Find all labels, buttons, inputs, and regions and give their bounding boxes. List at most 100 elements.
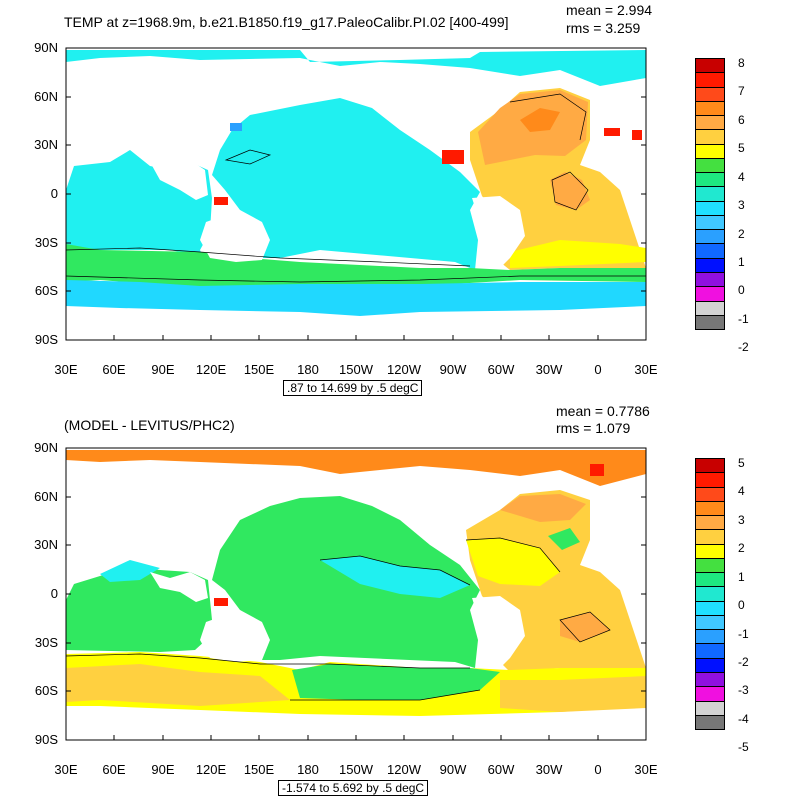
red-patch (604, 128, 620, 136)
colorbar-swatch (696, 601, 724, 616)
colorbar-swatch (696, 615, 724, 631)
lon-label: 150E (243, 362, 275, 377)
lat-label: 90N (34, 440, 58, 455)
lat-label: 30N (34, 537, 58, 552)
lon-label: 120W (387, 362, 421, 377)
colorbar-swatch (696, 558, 724, 574)
land-australia (200, 610, 270, 662)
lon-label: 120E (195, 362, 227, 377)
north-atlantic-deep (520, 108, 560, 132)
colorbar-label: 0 (738, 283, 745, 298)
colorbar-swatch (696, 59, 724, 74)
lat-label: 30S (34, 635, 58, 650)
colorbar-label: -2 (738, 340, 749, 355)
atlantic-orange (500, 494, 586, 522)
land-south-america (472, 596, 525, 668)
lon-label: 150W (339, 362, 373, 377)
southern-gold (66, 664, 290, 706)
colorbar-swatch (696, 658, 724, 673)
lon-label: 60W (487, 362, 515, 377)
colorbar-label: -3 (738, 683, 749, 698)
lon-label: 30W (535, 762, 563, 777)
x-ticks (65, 335, 599, 340)
lon-label: 90W (439, 762, 467, 777)
colorbar-label: -2 (738, 654, 749, 669)
lon-label: 180 (297, 762, 319, 777)
contour-line (319, 555, 471, 586)
red-patch (214, 598, 228, 606)
lon-label: 60W (487, 762, 515, 777)
colorbar-swatch (696, 587, 724, 602)
contour-line (559, 611, 611, 643)
colorbar-swatch (696, 287, 724, 302)
y-ticks (66, 47, 646, 292)
blue-patch (230, 123, 242, 131)
colorbar-swatch (696, 201, 724, 216)
lon-label: 60E (102, 762, 126, 777)
atlantic-green (548, 528, 580, 550)
contour-line (290, 689, 481, 701)
colorbar-swatch (696, 101, 724, 117)
lon-label: 0 (594, 362, 602, 377)
lat-label: 90N (34, 40, 58, 55)
contour-line (66, 247, 471, 267)
panel-title: (MODEL - LEVITUS/PHC2) (64, 417, 235, 433)
contour-line (509, 93, 587, 141)
colorbar-label: 3 (738, 512, 745, 527)
lat-label: 60S (34, 283, 58, 298)
colorbar-label: 1 (738, 569, 745, 584)
land-australia (200, 210, 270, 262)
lon-label: 30E (634, 362, 658, 377)
colorbar-swatch (696, 630, 724, 645)
contour-line (224, 149, 272, 165)
colorbar-swatch (696, 715, 724, 730)
southern-blue (66, 280, 646, 316)
colorbar-swatch (696, 459, 724, 474)
colorbar-label: 5 (738, 141, 745, 156)
lat-label: 90S (34, 732, 58, 747)
southern-atlantic-gold (500, 676, 646, 712)
colorbar-top (695, 58, 725, 330)
colorbar-label: 4 (738, 169, 745, 184)
lon-label: 120E (195, 762, 227, 777)
colorbar-swatch (696, 87, 724, 102)
colorbar-swatch (696, 501, 724, 517)
colorbar-swatch (696, 701, 724, 716)
lon-label: 90E (151, 762, 175, 777)
contour-line (66, 653, 470, 669)
lon-label: 0 (594, 762, 602, 777)
atlantic-yellow (466, 538, 560, 586)
contour-line (66, 275, 646, 283)
ocean-arctic (66, 50, 646, 86)
red-patch (442, 150, 464, 164)
colorbar-swatch (696, 215, 724, 231)
colorbar-label: 1 (738, 254, 745, 269)
mean-label: mean = 0.7786 (556, 403, 650, 419)
colorbar-bottom (695, 458, 725, 730)
colorbar-swatch (696, 516, 724, 531)
colorbar-label: 7 (738, 84, 745, 99)
atlantic-central-orange (550, 172, 590, 210)
contour-line (551, 171, 589, 211)
colorbar-label: -5 (738, 740, 749, 755)
colorbar-label: 2 (738, 226, 745, 241)
lat-label: 30S (34, 235, 58, 250)
lon-label: 30E (54, 762, 78, 777)
lon-label: 180 (297, 362, 319, 377)
colorbar-swatch (696, 544, 724, 559)
colorbar-swatch (696, 130, 724, 145)
colorbar-swatch (696, 473, 724, 488)
colorbar-swatch (696, 487, 724, 502)
colorbar-swatch (696, 244, 724, 259)
colorbar-swatch (696, 672, 724, 688)
colorbar-swatch (696, 315, 724, 330)
colorbar-label: 2 (738, 541, 745, 556)
colorbar-label: -1 (738, 311, 749, 326)
colorbar-swatch (696, 158, 724, 174)
lat-label: 30N (34, 137, 58, 152)
land-sea-asia (150, 160, 208, 200)
land-antarctica (66, 714, 646, 740)
ocean-arctic (66, 450, 646, 486)
